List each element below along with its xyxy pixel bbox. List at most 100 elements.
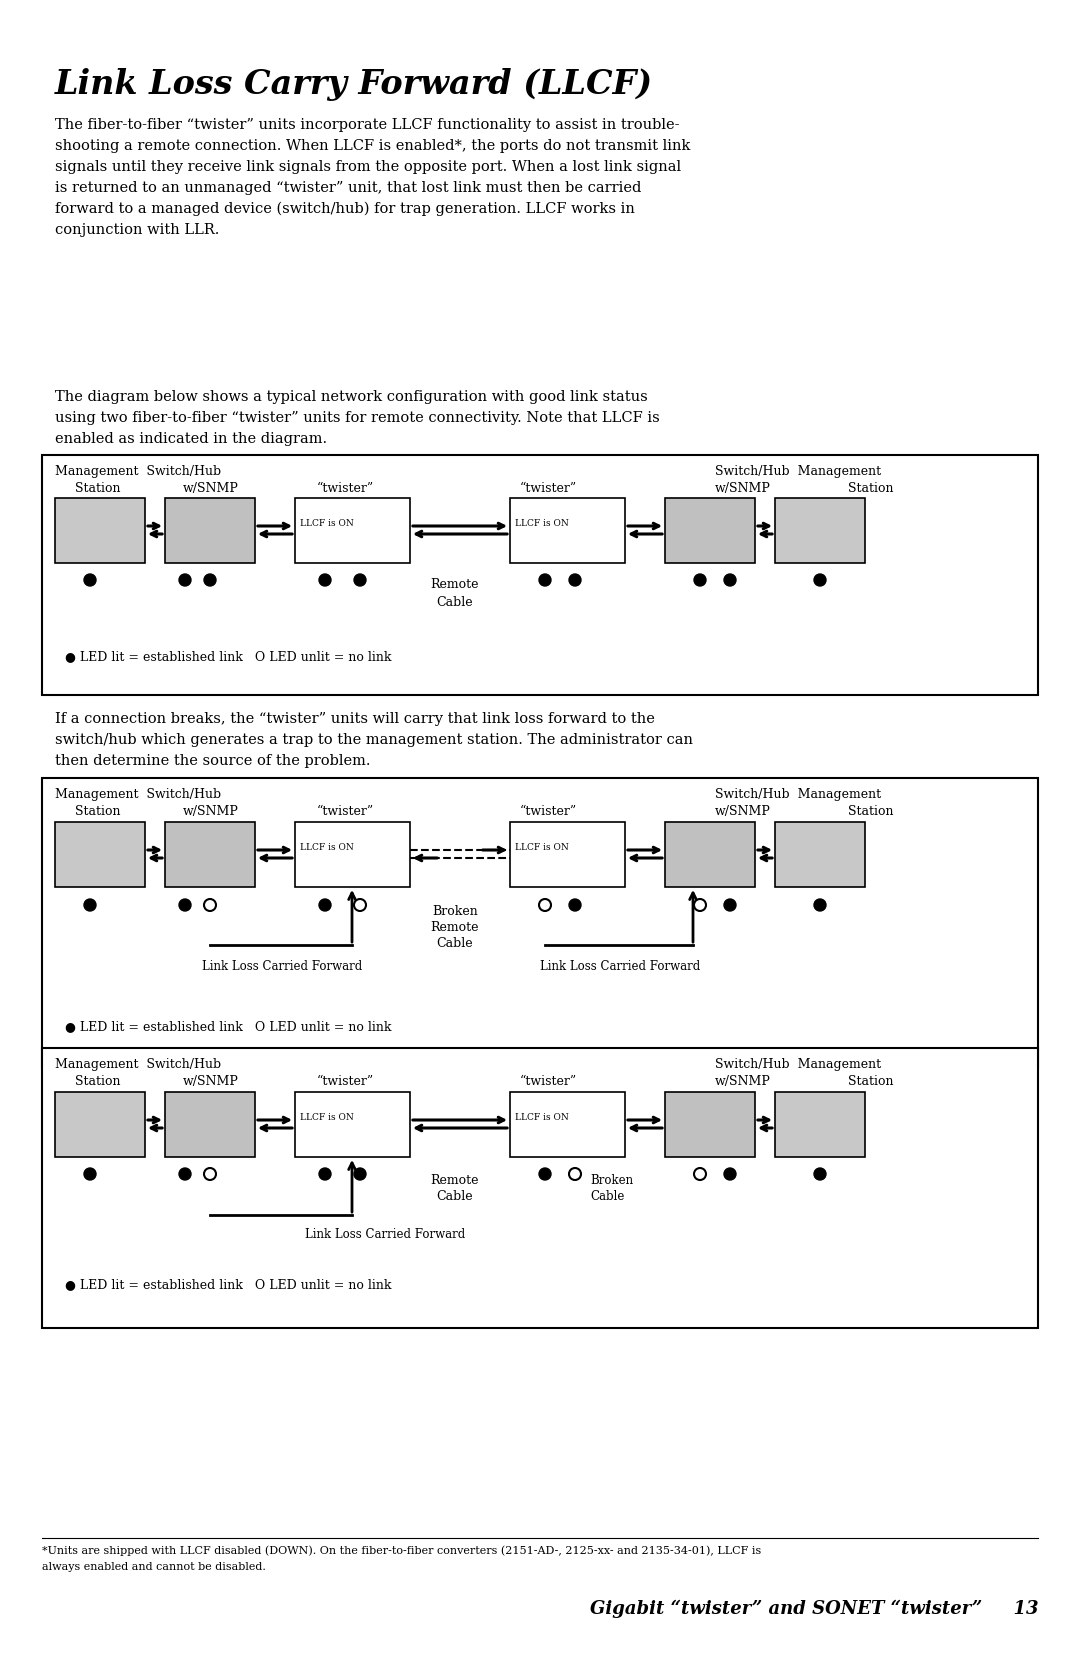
Bar — [165, 497, 255, 562]
Text: LLCF is ON: LLCF is ON — [515, 843, 569, 851]
Circle shape — [814, 574, 826, 586]
Text: Station: Station — [75, 804, 121, 818]
Bar — [775, 497, 865, 562]
Text: Cable: Cable — [590, 1190, 624, 1203]
Text: Station: Station — [848, 482, 893, 496]
Circle shape — [319, 1168, 330, 1180]
Text: Station: Station — [848, 1075, 893, 1088]
Text: w/SNMP: w/SNMP — [715, 1075, 771, 1088]
Circle shape — [724, 1168, 735, 1180]
Text: shooting a remote connection. When LLCF is enabled*, the ports do not transmit l: shooting a remote connection. When LLCF … — [55, 139, 690, 154]
Bar — [295, 1092, 410, 1157]
Text: using two fiber-to-fiber “twister” units for remote connectivity. Note that LLCF: using two fiber-to-fiber “twister” units… — [55, 411, 660, 426]
Text: *Units are shipped with LLCF disabled (DOWN). On the fiber-to-fiber converters (: *Units are shipped with LLCF disabled (D… — [42, 1545, 761, 1556]
Text: Remote: Remote — [431, 921, 480, 935]
Text: Link Loss Carried Forward: Link Loss Carried Forward — [305, 1228, 465, 1242]
Bar — [42, 778, 1038, 1068]
Text: ● LED lit = established link   O LED unlit = no link: ● LED lit = established link O LED unlit… — [65, 649, 391, 663]
Circle shape — [84, 1168, 96, 1180]
Text: Link Loss Carry Forward (LLCF): Link Loss Carry Forward (LLCF) — [55, 68, 653, 102]
Circle shape — [814, 900, 826, 911]
Text: always enabled and cannot be disabled.: always enabled and cannot be disabled. — [42, 1562, 266, 1572]
Circle shape — [179, 574, 191, 586]
Circle shape — [204, 574, 216, 586]
Text: The diagram below shows a typical network configuration with good link status: The diagram below shows a typical networ… — [55, 391, 648, 404]
Text: Link Loss Carried Forward: Link Loss Carried Forward — [540, 960, 700, 973]
Bar — [665, 823, 755, 886]
Text: “twister”: “twister” — [318, 1075, 374, 1088]
Text: Cable: Cable — [436, 1190, 473, 1203]
Text: w/SNMP: w/SNMP — [183, 482, 239, 496]
Text: The fiber-to-fiber “twister” units incorporate LLCF functionality to assist in t: The fiber-to-fiber “twister” units incor… — [55, 118, 679, 132]
Bar — [295, 497, 410, 562]
Text: w/SNMP: w/SNMP — [715, 804, 771, 818]
Text: conjunction with LLR.: conjunction with LLR. — [55, 224, 219, 237]
Text: “twister”: “twister” — [318, 804, 374, 818]
Text: Remote: Remote — [431, 577, 480, 591]
Text: Broken: Broken — [590, 1173, 633, 1187]
Circle shape — [724, 900, 735, 911]
Circle shape — [539, 574, 551, 586]
Bar — [55, 1092, 145, 1157]
Circle shape — [354, 1168, 366, 1180]
Text: Station: Station — [75, 1075, 121, 1088]
Text: Station: Station — [75, 482, 121, 496]
Circle shape — [569, 900, 581, 911]
Bar — [165, 1092, 255, 1157]
Text: LLCF is ON: LLCF is ON — [515, 1113, 569, 1122]
Bar — [42, 1048, 1038, 1329]
Text: Link Loss Carried Forward: Link Loss Carried Forward — [202, 960, 362, 973]
Circle shape — [354, 574, 366, 586]
Text: Management  Switch/Hub: Management Switch/Hub — [55, 466, 221, 477]
Text: If a connection breaks, the “twister” units will carry that link loss forward to: If a connection breaks, the “twister” un… — [55, 713, 654, 726]
Bar — [42, 456, 1038, 694]
Text: switch/hub which generates a trap to the management station. The administrator c: switch/hub which generates a trap to the… — [55, 733, 693, 748]
Circle shape — [569, 574, 581, 586]
Text: signals until they receive link signals from the opposite port. When a lost link: signals until they receive link signals … — [55, 160, 681, 174]
Text: LLCF is ON: LLCF is ON — [300, 519, 354, 527]
Circle shape — [319, 900, 330, 911]
Text: forward to a managed device (switch/hub) for trap generation. LLCF works in: forward to a managed device (switch/hub)… — [55, 202, 635, 217]
Bar — [665, 1092, 755, 1157]
Bar — [55, 823, 145, 886]
Text: LLCF is ON: LLCF is ON — [515, 519, 569, 527]
Bar — [55, 497, 145, 562]
Circle shape — [539, 1168, 551, 1180]
Circle shape — [84, 900, 96, 911]
Bar — [165, 823, 255, 886]
Circle shape — [814, 1168, 826, 1180]
Text: Management  Switch/Hub: Management Switch/Hub — [55, 788, 221, 801]
Text: LLCF is ON: LLCF is ON — [300, 1113, 354, 1122]
Circle shape — [84, 574, 96, 586]
Text: ● LED lit = established link   O LED unlit = no link: ● LED lit = established link O LED unlit… — [65, 1020, 391, 1033]
Text: “twister”: “twister” — [519, 1075, 577, 1088]
Text: Station: Station — [848, 804, 893, 818]
Text: is returned to an unmanaged “twister” unit, that lost link must then be carried: is returned to an unmanaged “twister” un… — [55, 180, 642, 195]
Text: Remote: Remote — [431, 1173, 480, 1187]
Text: Switch/Hub  Management: Switch/Hub Management — [715, 788, 881, 801]
Text: Gigabit “twister” and SONET “twister”     13: Gigabit “twister” and SONET “twister” 13 — [590, 1601, 1038, 1619]
Bar — [295, 823, 410, 886]
Circle shape — [694, 574, 706, 586]
Text: Broken: Broken — [432, 905, 477, 918]
Circle shape — [724, 574, 735, 586]
Text: Cable: Cable — [436, 936, 473, 950]
Bar — [510, 823, 625, 886]
Text: Management  Switch/Hub: Management Switch/Hub — [55, 1058, 221, 1071]
Text: LLCF is ON: LLCF is ON — [300, 843, 354, 851]
Text: ● LED lit = established link   O LED unlit = no link: ● LED lit = established link O LED unlit… — [65, 1278, 391, 1292]
Text: Switch/Hub  Management: Switch/Hub Management — [715, 466, 881, 477]
Bar — [775, 823, 865, 886]
Bar — [510, 1092, 625, 1157]
Bar — [665, 497, 755, 562]
Text: w/SNMP: w/SNMP — [183, 804, 239, 818]
Text: Switch/Hub  Management: Switch/Hub Management — [715, 1058, 881, 1071]
Bar — [775, 1092, 865, 1157]
Text: Cable: Cable — [436, 596, 473, 609]
Circle shape — [179, 900, 191, 911]
Text: w/SNMP: w/SNMP — [183, 1075, 239, 1088]
Text: “twister”: “twister” — [519, 804, 577, 818]
Text: w/SNMP: w/SNMP — [715, 482, 771, 496]
Bar — [510, 497, 625, 562]
Circle shape — [319, 574, 330, 586]
